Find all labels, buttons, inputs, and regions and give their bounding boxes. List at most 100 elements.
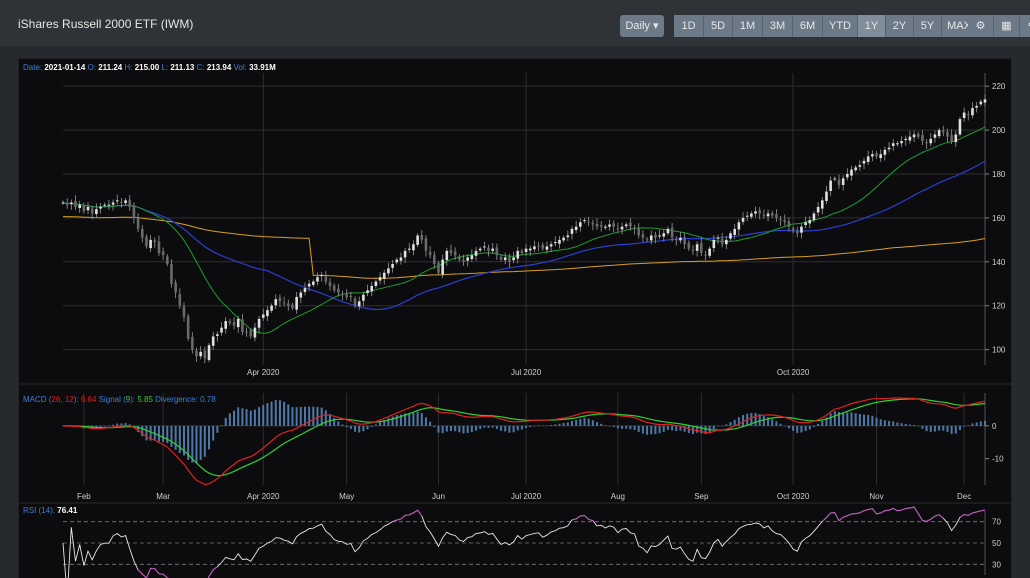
macd-histogram-bar [967,425,970,426]
candle-body [850,169,853,176]
range-button-2y[interactable]: 2Y [886,15,914,37]
candle-body [745,215,749,217]
candle-body [140,228,144,238]
macd-histogram-bar [837,412,840,426]
candle-body [324,276,328,282]
range-button-1y[interactable]: 1Y [858,15,886,37]
candle-body [245,331,248,333]
candle-body [178,294,182,306]
candle-body [145,236,148,247]
macd-histogram-bar [737,417,740,426]
rsi-overbought-segment [863,509,869,512]
macd-histogram-bar [295,407,298,426]
candle-body [545,246,549,250]
macd-histogram-bar [637,425,640,432]
candle-body [203,350,207,359]
range-button-1d[interactable]: 1D [674,15,704,37]
rsi-overbought-segment [392,519,397,522]
range-button-3m[interactable]: 3M [763,15,793,37]
candle-body [729,233,732,239]
macd-histogram-bar [291,407,294,426]
candle-body [587,221,590,223]
price-tick-label: 100 [992,346,1006,355]
macd-histogram-bar [216,425,219,433]
macd-histogram-bar [621,425,624,429]
candle-body [120,201,123,203]
macd-histogram-bar [395,415,398,426]
macd-histogram-bar [525,425,528,429]
range-button-ytd[interactable]: YTD [823,15,858,37]
macd-histogram-bar [487,425,490,428]
candle-body [165,256,169,265]
candle-body [512,257,515,261]
candle-body [82,204,86,212]
macd-histogram-bar [253,409,256,426]
macd-histogram-bar [366,425,369,430]
rsi-overbought-segment [413,509,418,514]
candle-body [766,213,770,217]
macd-histogram-bar [779,423,782,426]
candle-body [841,178,845,185]
macd-x-tick-label: Jul 2020 [511,492,542,501]
candle-body [236,318,240,328]
macd-histogram-bar [600,423,603,426]
calculator-icon[interactable]: ▦ [994,15,1020,37]
macd-label: MACD [23,395,47,404]
candle-body [604,226,607,228]
rsi-oversold-segment [158,573,164,575]
range-button-6m[interactable]: 6M [793,15,823,37]
candle-body [441,259,444,275]
close-value: 213.94 [206,63,232,72]
macd-histogram-bar [283,401,286,426]
interval-dropdown[interactable]: Daily ▾ [620,15,664,37]
candle-body [149,239,152,249]
macd-histogram-bar [341,424,344,426]
open-label: O: [87,63,96,72]
macd-histogram-bar [399,414,402,426]
macd-histogram-bar [137,425,140,432]
macd-histogram-bar [191,425,194,463]
gears-icon[interactable]: ⚙ [968,15,994,37]
candle-body [378,277,382,281]
candle-body [754,211,757,214]
candle-body [424,238,428,251]
candle-body [107,204,111,206]
macd-x-tick-label: Mar [156,492,170,501]
interval-label: Daily [625,20,650,32]
macd-histogram-bar [504,425,507,432]
macd-histogram-bar [612,425,615,427]
range-button-5d[interactable]: 5D [704,15,733,37]
rsi-overbought-segment [909,506,915,509]
candle-body [562,237,565,241]
macd-histogram-bar [470,425,473,433]
macd-histogram-bar [804,425,807,432]
macd-histogram-bar [241,408,244,426]
divergence-value: 0.78 [200,395,216,404]
candle-body [307,283,311,287]
candle-body [820,200,824,209]
candle-body [65,203,69,205]
candle-body [883,149,887,155]
macd-histogram-bar [750,413,753,426]
candle-body [541,244,545,249]
candle-body [303,288,307,292]
candle-body [629,222,632,227]
candle-body [700,243,703,254]
candle-body [78,204,81,209]
candle-body [366,290,369,294]
candle-body [633,227,636,229]
macd-histogram-bar [500,425,503,431]
macd-histogram-bar [683,425,686,432]
macd-histogram-bar [412,412,415,426]
range-button-5y[interactable]: 5Y [914,15,942,37]
share-icon[interactable]: ↪ [1020,15,1030,37]
rsi-overbought-segment [405,514,410,516]
macd-histogram-bar [650,425,653,435]
range-button-1m[interactable]: 1M [733,15,763,37]
candle-body [708,248,711,256]
rsi-overbought-segment [964,514,969,516]
macd-histogram-bar [825,417,828,426]
macd-histogram-bar [278,400,281,426]
macd-histogram-bar [616,425,619,429]
